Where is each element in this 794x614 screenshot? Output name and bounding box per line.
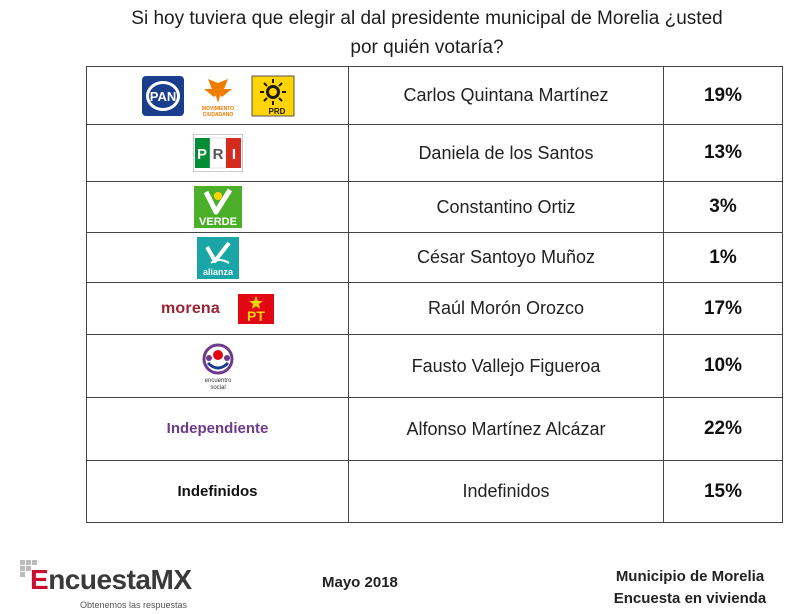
pri-logo-icon: P R I bbox=[192, 134, 243, 172]
survey-question-line1: Si hoy tuviera que elegir al dal preside… bbox=[131, 8, 723, 29]
grid-logo-icon bbox=[20, 560, 37, 577]
party-logos-cell: encuentro social bbox=[86, 334, 349, 398]
party-logos-cell: P R I bbox=[86, 124, 349, 182]
brand-prefix: E bbox=[30, 564, 49, 595]
affiliation-cell: Indefinidos bbox=[86, 460, 349, 523]
pan-logo-text: PAN bbox=[149, 89, 175, 104]
prd-logo-icon: PRD bbox=[251, 75, 294, 116]
prd-logo-text: PRD bbox=[268, 107, 285, 116]
table-row: Indefinidos Indefinidos 15% bbox=[86, 460, 783, 523]
vote-percentage: 1% bbox=[663, 232, 783, 283]
table-row: alianza César Santoyo Muñoz 1% bbox=[86, 232, 783, 283]
svg-text:social: social bbox=[210, 385, 225, 391]
table-row: VERDE Constantino Ortiz 3% bbox=[86, 181, 783, 233]
svg-text:encuentro: encuentro bbox=[204, 378, 231, 384]
table-row: Independiente Alfonso Martínez Alcázar 2… bbox=[86, 397, 783, 461]
movimiento-ciudadano-logo-icon: MOVIMIENTO CIUDADANO bbox=[201, 78, 234, 117]
vote-percentage: 3% bbox=[663, 181, 783, 233]
nueva-alianza-logo-icon: alianza bbox=[196, 236, 239, 279]
candidate-name: Constantino Ortiz bbox=[348, 181, 664, 233]
candidate-name: Carlos Quintana Martínez bbox=[348, 66, 664, 125]
survey-date: Mayo 2018 bbox=[322, 574, 398, 591]
survey-question: Si hoy tuviera que elegir al dal preside… bbox=[60, 4, 794, 62]
table-row: encuentro social Fausto Vallejo Figueroa… bbox=[86, 334, 783, 398]
svg-text:P: P bbox=[196, 146, 206, 163]
independiente-label: Independiente bbox=[166, 420, 269, 437]
brand-tagline: Obtenemos las respuestas bbox=[80, 600, 188, 610]
vote-percentage: 22% bbox=[663, 397, 783, 461]
party-logos-cell: morena PT bbox=[86, 282, 349, 335]
survey-info: Municipio de Morelia Encuesta en viviend… bbox=[590, 566, 790, 610]
svg-text:CIUDADANO: CIUDADANO bbox=[202, 112, 233, 117]
vote-percentage: 13% bbox=[663, 124, 783, 182]
pt-logo-icon: PT bbox=[238, 293, 274, 324]
vote-percentage: 19% bbox=[663, 66, 783, 125]
candidate-name: Alfonso Martínez Alcázar bbox=[348, 397, 664, 461]
alianza-logo-text: alianza bbox=[202, 267, 233, 277]
table-row: P R I Daniela de los Santos 13% bbox=[86, 124, 783, 182]
pan-logo-icon: PAN bbox=[141, 75, 184, 116]
party-logos-cell: alianza bbox=[86, 232, 349, 283]
verde-logo-icon: VERDE bbox=[193, 186, 242, 228]
brand-name: EncuestaMX bbox=[30, 564, 192, 596]
survey-method: Encuesta en vivienda bbox=[613, 590, 767, 607]
indefinidos-label: Indefinidos bbox=[177, 482, 258, 500]
survey-question-line2: por quién votaría? bbox=[350, 37, 504, 58]
svg-text:I: I bbox=[231, 146, 235, 163]
encuentro-social-logo-icon: encuentro social bbox=[202, 343, 233, 391]
verde-logo-text: VERDE bbox=[199, 216, 237, 228]
table-row: morena PT Raúl Morón Orozco 17% bbox=[86, 282, 783, 335]
vote-percentage: 17% bbox=[663, 282, 783, 335]
svg-text:MOVIMIENTO: MOVIMIENTO bbox=[201, 106, 233, 112]
candidate-name: Raúl Morón Orozco bbox=[348, 282, 664, 335]
candidate-name: César Santoyo Muñoz bbox=[348, 232, 664, 283]
morena-logo: morena bbox=[161, 299, 220, 317]
table-row: PAN MOVIMIENTO CIUDADANO bbox=[86, 66, 783, 125]
poll-results-table: PAN MOVIMIENTO CIUDADANO bbox=[86, 66, 783, 523]
candidate-name: Daniela de los Santos bbox=[348, 124, 664, 182]
brand-rest: ncuestaMX bbox=[48, 564, 192, 595]
candidate-name: Indefinidos bbox=[348, 460, 664, 523]
vote-percentage: 15% bbox=[663, 460, 783, 523]
svg-text:R: R bbox=[212, 146, 223, 163]
encuestamx-logo: EncuestaMX Obtenemos las respuestas bbox=[20, 560, 250, 614]
affiliation-cell: Independiente bbox=[86, 397, 349, 461]
party-logos-cell: VERDE bbox=[86, 181, 349, 233]
candidate-name: Fausto Vallejo Figueroa bbox=[348, 334, 664, 398]
pt-logo-text: PT bbox=[247, 308, 265, 324]
vote-percentage: 10% bbox=[663, 334, 783, 398]
party-logos-cell: PAN MOVIMIENTO CIUDADANO bbox=[86, 66, 349, 125]
survey-municipality: Municipio de Morelia bbox=[615, 568, 765, 585]
